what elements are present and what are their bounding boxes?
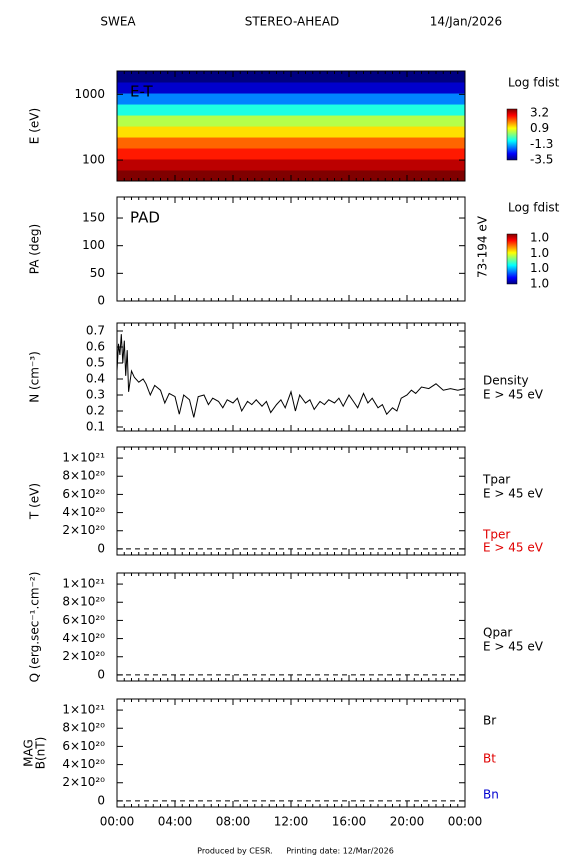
y-tick-label: 6×10²⁰ xyxy=(62,739,105,753)
y-axis-label: E (eV) xyxy=(28,108,42,144)
y-axis-label: MAG xyxy=(22,739,36,767)
x-tick-label: 20:00 xyxy=(390,815,425,829)
y-tick-label: 8×10²⁰ xyxy=(62,595,105,609)
y-axis-label: B(nT) xyxy=(34,737,48,770)
x-tick-label: 08:00 xyxy=(216,815,251,829)
y-tick-label: 1000 xyxy=(74,87,105,101)
colorbar-tick-label: 1.0 xyxy=(530,231,549,245)
y-tick-label: 1×10²¹ xyxy=(62,451,105,465)
y-tick-label: 100 xyxy=(82,153,105,167)
y-tick-label: 0.3 xyxy=(86,388,105,402)
colorbar xyxy=(506,108,518,161)
energy-range: 73-194 eV xyxy=(476,215,490,278)
footer-date: Printing date: 12/Mar/2026 xyxy=(286,847,394,856)
heatmap-band xyxy=(117,137,465,149)
y-tick-label: 0 xyxy=(97,294,105,308)
y-tick-label: 0 xyxy=(97,793,105,807)
legend-name: Br xyxy=(483,714,496,728)
header-right: 14/Jan/2026 xyxy=(430,15,502,29)
y-tick-label: 0.6 xyxy=(86,340,105,354)
y-tick-label: 1×10²¹ xyxy=(62,703,105,717)
legend-sublabel: E > 45 eV xyxy=(483,541,544,555)
y-tick-label: 8×10²⁰ xyxy=(62,469,105,483)
colorbar-tick-label: 1.0 xyxy=(530,246,549,260)
y-tick-label: 8×10²⁰ xyxy=(62,721,105,735)
heatmap-band xyxy=(117,126,465,138)
y-axis-label: N (cm⁻³) xyxy=(28,351,42,403)
colorbar-title: Log fdist xyxy=(508,76,560,90)
colorbar-title: Log fdist xyxy=(508,201,560,215)
heatmap-band xyxy=(117,104,465,116)
legend-name: Bt xyxy=(483,752,496,766)
panel-frame xyxy=(116,196,466,302)
y-tick-label: 50 xyxy=(90,266,105,280)
legend-sublabel: E > 45 eV xyxy=(483,487,544,501)
colorbar-tick-label: 1.0 xyxy=(530,261,549,275)
colorbar xyxy=(506,233,518,285)
y-tick-label: 1×10²¹ xyxy=(62,577,105,591)
y-tick-label: 2×10²⁰ xyxy=(62,775,105,789)
y-tick-label: 6×10²⁰ xyxy=(62,487,105,501)
heatmap-band xyxy=(117,81,465,94)
legend-name: Qpar xyxy=(483,626,512,640)
y-tick-label: 0 xyxy=(97,667,105,681)
panel-label: E-T xyxy=(130,83,154,101)
colorbar-tick-label: -3.5 xyxy=(530,153,553,167)
panel-frame xyxy=(116,446,466,556)
panel-frame xyxy=(116,572,466,682)
heatmap-band xyxy=(117,159,465,171)
heatmap-band xyxy=(117,93,465,105)
y-tick-label: 2×10²⁰ xyxy=(62,649,105,663)
y-axis-label: PA (deg) xyxy=(28,224,42,274)
heatmap-band xyxy=(117,148,465,160)
panel-frame xyxy=(116,322,466,432)
y-tick-label: 0.7 xyxy=(86,324,105,338)
footer-producer: Produced by CESR. xyxy=(197,847,273,856)
legend-name: Bn xyxy=(483,788,499,802)
y-tick-label: 4×10²⁰ xyxy=(62,631,105,645)
y-axis-label: Q (erg.sec⁻¹.cm⁻²) xyxy=(28,572,42,683)
panel-label: PAD xyxy=(130,209,160,227)
y-tick-label: 0.1 xyxy=(86,420,105,434)
colorbar-tick-label: 1.0 xyxy=(530,277,549,291)
x-tick-label: 04:00 xyxy=(158,815,193,829)
y-tick-label: 2×10²⁰ xyxy=(62,523,105,537)
legend-name: Tpar xyxy=(482,473,510,487)
y-tick-label: 4×10²⁰ xyxy=(62,505,105,519)
x-tick-label: 00:00 xyxy=(100,815,135,829)
x-tick-label: 00:00 xyxy=(448,815,483,829)
colorbar-tick-label: 0.9 xyxy=(530,121,549,135)
legend-sublabel: E > 45 eV xyxy=(483,640,544,654)
panel-frame xyxy=(116,698,466,808)
y-tick-label: 0.4 xyxy=(86,372,105,386)
legend-name: Tper xyxy=(482,528,510,542)
legend-sublabel: E > 45 eV xyxy=(483,388,544,402)
y-tick-label: 150 xyxy=(82,211,105,225)
x-tick-label: 16:00 xyxy=(332,815,367,829)
y-tick-label: 0 xyxy=(97,541,105,555)
y-tick-label: 6×10²⁰ xyxy=(62,613,105,627)
density-line xyxy=(116,334,466,418)
colorbar-tick-label: -1.3 xyxy=(530,137,553,151)
heatmap-band xyxy=(117,115,465,127)
legend-name: Density xyxy=(483,374,529,388)
x-tick-label: 12:00 xyxy=(274,815,309,829)
header-center: STEREO-AHEAD xyxy=(245,15,340,29)
y-tick-label: 4×10²⁰ xyxy=(62,757,105,771)
y-tick-label: 0.5 xyxy=(86,356,105,370)
header-left: SWEA xyxy=(100,15,136,29)
y-axis-label: T (eV) xyxy=(28,483,42,520)
y-tick-label: 0.2 xyxy=(86,404,105,418)
y-tick-label: 100 xyxy=(82,238,105,252)
colorbar-tick-label: 3.2 xyxy=(530,106,549,120)
